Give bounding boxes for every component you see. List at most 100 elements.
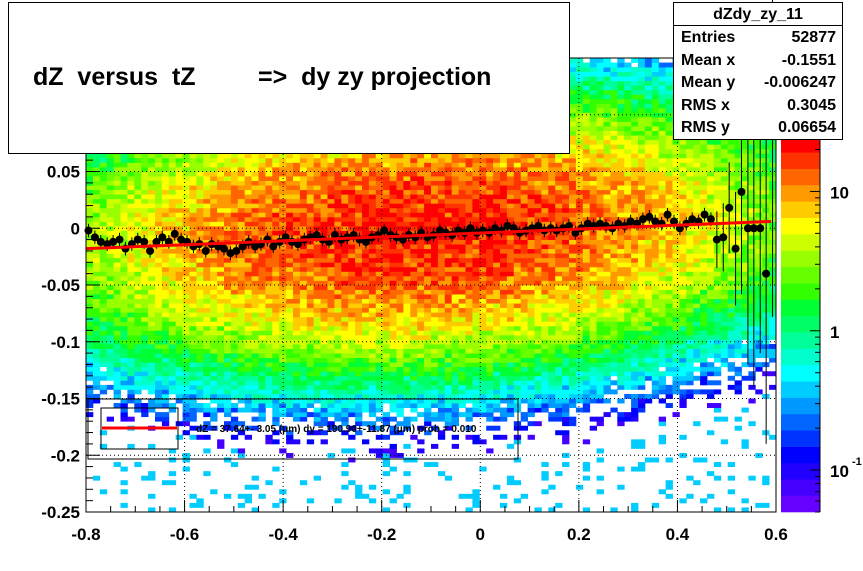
heat-cell — [92, 380, 101, 386]
heat-cell — [486, 171, 494, 177]
heat-cell — [451, 348, 459, 354]
heat-cell — [410, 280, 418, 286]
heat-cell — [293, 248, 301, 254]
heat-cell — [127, 266, 135, 272]
heat-cell — [437, 189, 446, 195]
heat-cell — [279, 248, 287, 254]
heat-cell — [444, 289, 453, 295]
heat-cell — [396, 493, 404, 499]
heat-cell — [127, 225, 135, 231]
heat-cell — [120, 216, 128, 222]
heat-cell — [375, 339, 384, 345]
heat-cell — [375, 253, 384, 259]
heat-cell — [382, 375, 390, 381]
heat-cell — [106, 330, 114, 336]
heat-cell — [168, 312, 177, 318]
heat-cell — [189, 434, 197, 440]
heat-cell — [500, 294, 508, 300]
heat-cell — [410, 212, 418, 218]
heat-cell — [127, 393, 135, 399]
heat-cell — [437, 344, 446, 349]
heat-cell — [127, 176, 135, 181]
heat-cell — [265, 357, 273, 363]
heat-cell — [375, 334, 384, 340]
heat-cell — [389, 393, 397, 399]
heat-cell — [251, 185, 259, 191]
heat-cell — [230, 194, 239, 200]
heat-cell — [120, 194, 128, 200]
heat-cell — [92, 375, 101, 381]
heat-cell — [251, 221, 259, 227]
heat-cell — [203, 407, 211, 413]
heat-cell — [486, 239, 494, 245]
heat-cell — [251, 189, 259, 195]
heat-cell — [465, 334, 473, 340]
heat-cell — [368, 334, 377, 340]
heat-cell — [286, 162, 294, 168]
heat-cell — [389, 271, 397, 277]
heat-cell — [189, 198, 197, 204]
heat-cell — [479, 198, 487, 204]
heat-cell — [258, 230, 266, 236]
heat-cell — [437, 330, 446, 336]
heat-cell — [334, 294, 342, 300]
heat-cell — [403, 366, 411, 372]
heat-cell — [320, 321, 328, 327]
heat-cell — [161, 393, 170, 399]
heat-cell — [513, 344, 522, 349]
heat-cell — [106, 194, 114, 200]
heat-cell — [203, 171, 211, 177]
heat-cell — [382, 189, 390, 195]
heat-cell — [437, 430, 446, 436]
heat-cell — [389, 216, 397, 222]
heat-cell — [506, 362, 515, 368]
heat-cell — [486, 253, 494, 259]
heat-cell — [506, 412, 515, 418]
heat-cell — [375, 393, 384, 399]
heat-cell — [410, 271, 418, 277]
heat-cell — [210, 362, 218, 368]
heat-cell — [189, 298, 197, 304]
heat-cell — [217, 389, 225, 395]
heat-cell — [348, 366, 356, 372]
heat-cell — [472, 248, 480, 254]
heat-cell — [320, 393, 328, 399]
heat-cell — [244, 203, 252, 209]
heat-cell — [279, 366, 287, 372]
heat-cell — [410, 389, 418, 395]
heat-cell — [251, 153, 259, 159]
heat-cell — [486, 344, 494, 349]
heat-cell — [299, 298, 308, 304]
heat-cell — [348, 303, 356, 309]
heat-cell — [168, 457, 177, 463]
heat-cell — [458, 216, 466, 222]
heat-cell — [99, 321, 108, 327]
heat-cell — [286, 198, 294, 204]
heat-cell — [86, 289, 94, 295]
heat-cell — [299, 303, 308, 309]
heat-cell — [106, 362, 114, 368]
heat-cell — [265, 307, 273, 313]
heat-cell — [368, 375, 377, 381]
heat-cell — [258, 344, 266, 349]
heat-cell — [341, 248, 349, 254]
heat-cell — [334, 366, 342, 372]
heat-cell — [493, 371, 501, 377]
heat-cell — [134, 303, 142, 309]
heat-cell — [327, 393, 335, 399]
heat-cell — [196, 262, 204, 268]
heat-cell — [120, 271, 128, 277]
heat-cell — [286, 362, 294, 368]
heat-cell — [431, 303, 439, 309]
heat-cell — [175, 316, 183, 322]
heat-cell — [506, 307, 515, 313]
heat-cell — [437, 257, 446, 263]
heat-cell — [472, 493, 480, 499]
heat-cell — [141, 185, 149, 191]
heat-cell — [306, 307, 315, 313]
heat-cell — [265, 371, 273, 377]
heat-cell — [203, 366, 211, 372]
heat-cell — [327, 248, 335, 254]
heat-cell — [293, 194, 301, 200]
heat-cell — [265, 380, 273, 386]
